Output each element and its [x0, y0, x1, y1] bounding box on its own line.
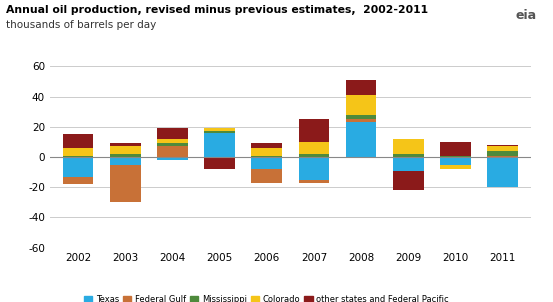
Bar	[393, 139, 424, 154]
Bar	[487, 157, 518, 187]
Bar	[157, 143, 187, 146]
Bar	[62, 134, 93, 148]
Bar	[62, 157, 93, 177]
Bar	[299, 180, 329, 183]
Bar	[299, 119, 329, 142]
Bar	[110, 143, 140, 146]
Bar	[252, 157, 282, 169]
Bar	[346, 122, 377, 157]
Bar	[299, 142, 329, 154]
Bar	[440, 157, 471, 165]
Bar	[346, 95, 377, 115]
Text: thousands of barrels per day: thousands of barrels per day	[6, 20, 156, 30]
Bar	[252, 143, 282, 148]
Bar	[157, 157, 187, 160]
Bar	[346, 115, 377, 119]
Bar	[393, 171, 424, 190]
Bar	[487, 146, 518, 151]
Bar	[204, 131, 235, 133]
Bar	[299, 157, 329, 180]
Bar	[346, 80, 377, 95]
Legend: Texas, Federal Gulf, Mississippi, Colorado, other states and Federal Pacific: Texas, Federal Gulf, Mississippi, Colora…	[81, 292, 452, 302]
Bar	[62, 156, 93, 157]
Text: eia: eia	[515, 9, 536, 22]
Bar	[204, 128, 235, 131]
Bar	[110, 154, 140, 157]
Bar	[204, 133, 235, 157]
Bar	[110, 146, 140, 154]
Bar	[252, 156, 282, 157]
Bar	[252, 169, 282, 183]
Bar	[204, 157, 235, 169]
Bar	[252, 148, 282, 156]
Bar	[110, 165, 140, 202]
Bar	[487, 156, 518, 157]
Bar	[440, 142, 471, 156]
Bar	[487, 151, 518, 156]
Bar	[299, 154, 329, 157]
Bar	[157, 146, 187, 157]
Bar	[440, 156, 471, 157]
Bar	[62, 177, 93, 184]
Bar	[440, 165, 471, 169]
Bar	[393, 154, 424, 157]
Bar	[487, 145, 518, 146]
Bar	[346, 119, 377, 122]
Bar	[62, 148, 93, 156]
Text: Annual oil production, revised minus previous estimates,  2002-2011: Annual oil production, revised minus pre…	[6, 5, 427, 14]
Bar	[393, 157, 424, 171]
Bar	[157, 128, 187, 139]
Bar	[110, 157, 140, 165]
Bar	[157, 139, 187, 143]
